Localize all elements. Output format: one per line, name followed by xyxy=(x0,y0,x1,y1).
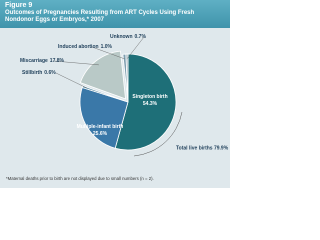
leader-line xyxy=(91,46,125,60)
slice-label: Unknown xyxy=(110,34,133,40)
slice-label-group: Miscarriage 17.8% xyxy=(20,58,65,64)
slice-label: Miscarriage xyxy=(20,58,48,64)
leader-line xyxy=(126,36,145,59)
bracket xyxy=(133,111,183,157)
slice-label: Multiple-infant birth xyxy=(77,124,124,130)
annotation: Total live births 79.9% xyxy=(176,145,229,151)
slice-value: 1.0% xyxy=(101,44,113,50)
pie-slice xyxy=(79,50,126,100)
leader-line xyxy=(55,72,88,89)
leader-line xyxy=(53,60,99,66)
header-band xyxy=(0,0,230,28)
footnote: *Maternal deaths prior to birth are not … xyxy=(6,176,154,181)
slice-label: Singleton birth xyxy=(132,94,167,100)
slice-label: Induced abortion xyxy=(58,44,99,50)
slice-label-group: Induced abortion 1.0% xyxy=(58,44,113,50)
slice-value: 0.6% xyxy=(44,70,56,76)
slice-label-group: Unknown 0.7% xyxy=(110,34,146,40)
pie-slice xyxy=(79,86,129,149)
slice-value: 17.8% xyxy=(50,58,65,64)
pie-slice xyxy=(114,53,177,151)
slice-label: Stillbirth xyxy=(22,70,42,76)
pie-slice xyxy=(81,85,129,103)
pie-slice xyxy=(125,53,129,103)
slice-value: 0.7% xyxy=(135,34,147,40)
chart: Figure 9 Outcomes of Pregnancies Resulti… xyxy=(0,0,230,188)
slice-value: 25.6% xyxy=(93,131,108,137)
chart-title: Outcomes of Pregnancies Resulting from A… xyxy=(5,10,195,23)
slice-value: 54.3% xyxy=(143,101,158,107)
slice-label-group: Stillbirth 0.6% xyxy=(22,70,56,76)
figure-label: Figure 9 xyxy=(5,2,33,9)
